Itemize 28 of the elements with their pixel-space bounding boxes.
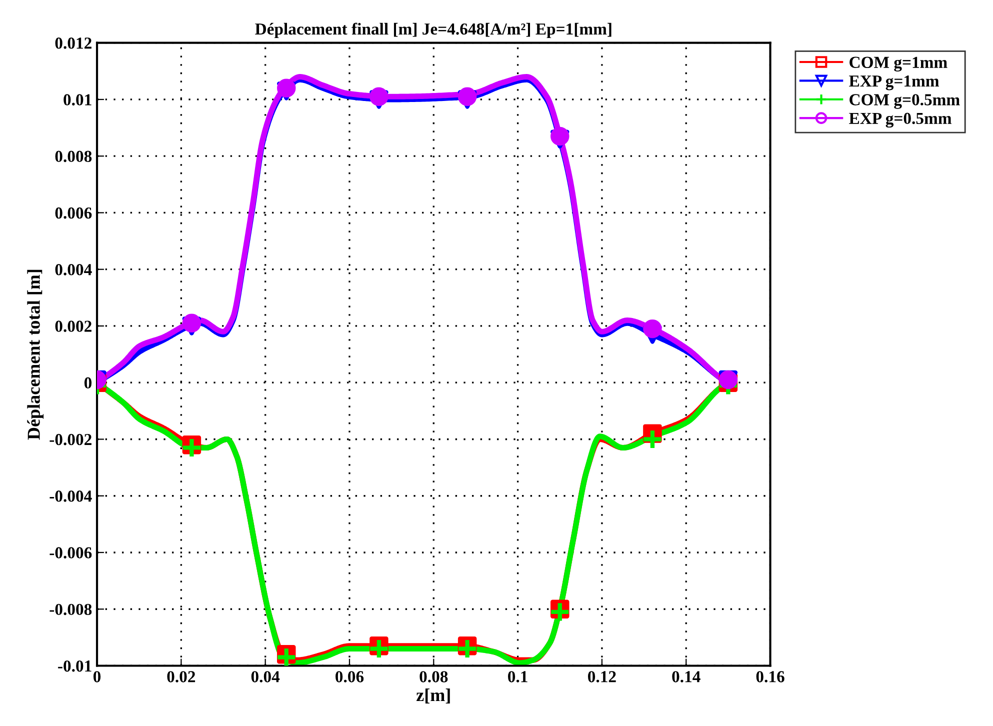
y-axis-title: Déplacement total [m]: [27, 270, 44, 440]
y-tick-label: 0.012: [55, 38, 92, 49]
y-tick-label: -0.002: [50, 434, 92, 446]
y-tick-label: 0: [84, 377, 92, 389]
y-tick-label: -0.008: [50, 604, 92, 616]
y-tick-label: -0.004: [50, 490, 92, 502]
x-tick-label: 0.02: [167, 671, 196, 682]
x-tick-label: 0.06: [336, 671, 364, 682]
y-tick-label: -0.01: [58, 660, 92, 672]
y-tick-label: -0.006: [50, 547, 92, 559]
x-tick-label: 0.14: [672, 671, 700, 682]
x-axis-title: z[m]: [416, 688, 450, 704]
legend-label: EXP g=1mm: [849, 76, 939, 90]
legend-label: COM g=0.5mm: [850, 94, 960, 109]
legend-label: COM g=1mm: [850, 56, 948, 72]
x-tick-label: 0.08: [420, 671, 448, 682]
x-tick-label: 0.04: [251, 671, 280, 682]
y-tick-label: 0.004: [55, 264, 92, 276]
x-tick-label: 0: [93, 671, 101, 682]
x-tick-label: 0.12: [588, 671, 616, 682]
x-tick-label: 0.1: [508, 671, 528, 682]
legend-label: EXP g=0.5mm: [849, 112, 952, 128]
y-tick-label: 0.006: [55, 207, 92, 219]
chart-title: Déplacement finall [m] Je=4.648[A/m²] Ep=1[mm]: [255, 22, 612, 38]
y-tick-label: 0.002: [55, 320, 92, 332]
y-tick-label: 0.01: [64, 94, 92, 106]
x-tick-label: 0.16: [756, 671, 784, 682]
y-tick-label: 0.008: [55, 150, 92, 162]
